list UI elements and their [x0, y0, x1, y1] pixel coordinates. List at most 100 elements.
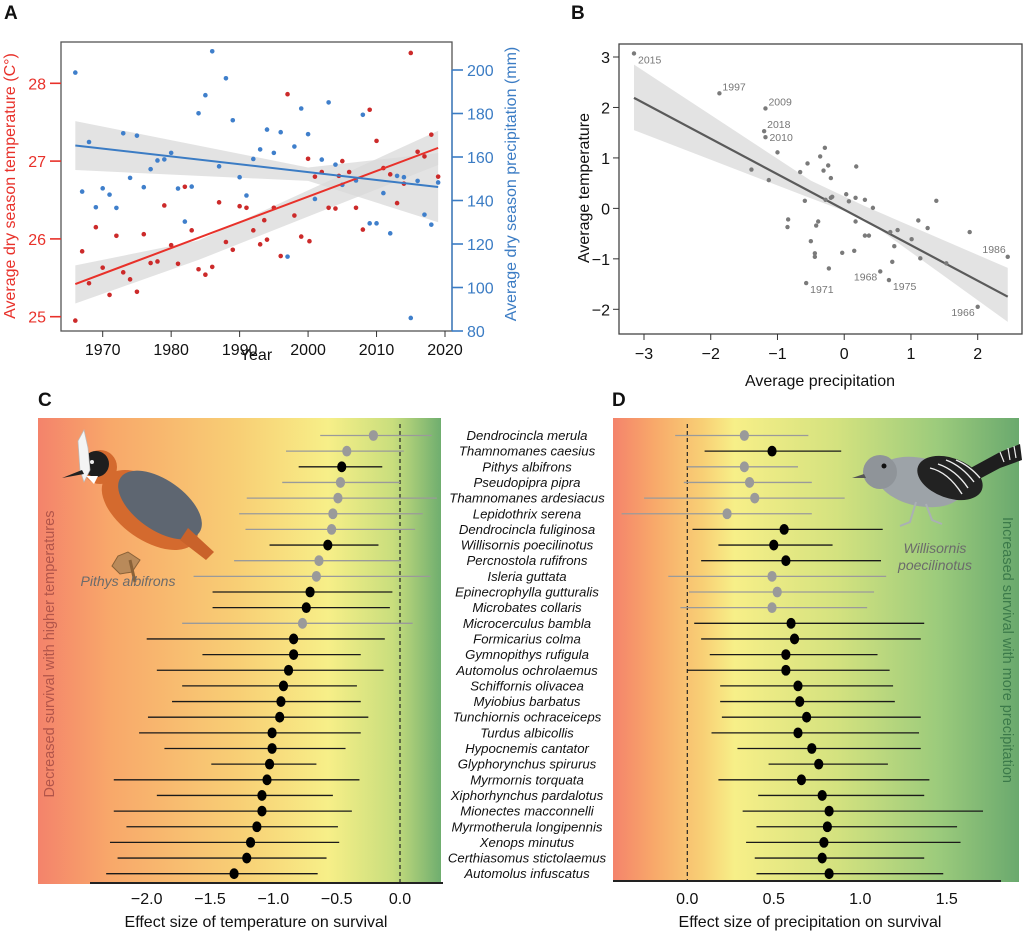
effect-estimate-point: [739, 430, 749, 441]
data-point: [812, 254, 818, 260]
precipitation-point: [298, 106, 304, 111]
y-tick-label-right: 180: [467, 107, 494, 124]
precipitation-point: [374, 221, 379, 226]
species-label: Isleria guttata: [487, 569, 566, 584]
x-tick-label: 2010: [359, 342, 395, 359]
temperature-point: [175, 261, 181, 267]
precipitation-point: [319, 157, 325, 162]
effect-estimate-point: [242, 852, 252, 864]
y-tick-label-right: 140: [467, 194, 494, 211]
effect-estimate-point: [368, 430, 379, 441]
precipitation-point: [408, 315, 414, 321]
temperature-point: [312, 174, 318, 179]
data-point: [866, 233, 872, 238]
temperature-point: [230, 247, 236, 253]
precipitation-point: [127, 175, 133, 181]
precipitation-point: [182, 219, 188, 224]
y-tick-label: −1: [592, 252, 610, 269]
temperature-point: [196, 266, 201, 272]
x-tick-label: 2020: [427, 342, 463, 359]
precipitation-point: [209, 48, 215, 54]
precipitation-point: [168, 150, 174, 156]
x-tick-label: −3: [635, 346, 653, 363]
y-tick-label: 3: [601, 50, 610, 67]
y-tick-label-left: 25: [28, 310, 46, 327]
precipitation-point: [251, 156, 256, 162]
point-annotation: 1968: [854, 271, 878, 283]
effect-estimate-point: [278, 680, 289, 692]
pithys-albifrons-bird-illustration: [62, 429, 214, 583]
data-point: [846, 199, 852, 204]
temperature-point: [155, 259, 160, 264]
effect-estimate-point: [267, 743, 277, 754]
precipitation-point: [134, 133, 140, 138]
y-tick-label-left: 27: [28, 154, 46, 171]
x-tick-label: 0.0: [389, 891, 411, 908]
data-point: [975, 304, 980, 309]
precipitation-point: [435, 180, 441, 185]
temperature-point: [148, 260, 153, 266]
effect-estimate-point: [822, 821, 832, 833]
point-annotation: 1986: [982, 244, 1006, 256]
y-tick-label-left: 26: [28, 232, 46, 249]
temperature-point: [298, 234, 304, 239]
species-label: Formicarius colma: [473, 631, 581, 646]
precipitation-point: [162, 157, 167, 162]
effect-estimate-point: [245, 837, 256, 848]
precipitation-point: [381, 190, 386, 196]
species-label: Dendrocincla fuliginosa: [459, 522, 595, 537]
temperature-point: [285, 91, 290, 97]
y-tick-label: 0: [601, 201, 610, 218]
precipitation-point: [264, 127, 270, 132]
temperature-point: [203, 272, 208, 277]
data-point: [886, 277, 892, 283]
panel-c-gradient-background: [38, 418, 441, 884]
panel-b-frame: [618, 43, 1023, 335]
effect-estimate-point: [767, 602, 777, 614]
effect-estimate-point: [283, 664, 294, 676]
species-label: Microbates collaris: [472, 600, 582, 615]
data-point: [802, 198, 808, 204]
data-point: [1005, 254, 1010, 260]
data-point: [840, 250, 845, 255]
precipitation-point: [415, 178, 420, 184]
precipitation-point: [292, 144, 297, 149]
data-point: [815, 219, 821, 224]
temperature-point: [257, 242, 263, 247]
panel-letter-d: D: [612, 390, 626, 411]
precipitation-point: [73, 70, 78, 75]
precipitation-point: [189, 184, 194, 189]
data-point: [817, 154, 823, 159]
temperature-point: [422, 154, 427, 159]
effect-estimate-point: [744, 477, 755, 488]
temperature-point: [340, 158, 345, 164]
effect-estimate-point: [301, 602, 311, 614]
data-point: [803, 280, 809, 286]
temperature-trend-line: [74, 146, 439, 285]
precipitation-point: [107, 192, 112, 197]
x-tick-label: −1.0: [258, 891, 290, 908]
effect-estimate-point: [789, 633, 800, 645]
data-point: [717, 91, 722, 96]
x-tick-label: 1980: [153, 342, 189, 359]
data-point: [862, 197, 868, 203]
point-annotation: 2010: [769, 132, 793, 144]
precipitation-point: [326, 100, 331, 105]
regression-line: [633, 96, 1009, 298]
data-point: [916, 218, 921, 223]
regression-confidence-band: [633, 64, 1008, 322]
data-point: [785, 224, 790, 230]
point-annotation: 1975: [893, 281, 917, 293]
temperature-point: [114, 233, 119, 239]
temperature-point: [261, 217, 267, 223]
precipitation-point: [367, 221, 372, 226]
temperature-point: [292, 213, 297, 218]
effect-estimate-point: [337, 461, 347, 473]
effect-estimate-point: [722, 508, 732, 520]
data-point: [822, 145, 828, 151]
precipitation-point: [312, 196, 318, 202]
data-point: [823, 197, 828, 203]
temperature-point: [100, 265, 105, 270]
panel-d-chart: Willisornis poecilinotus Increased survi…: [613, 418, 1022, 931]
